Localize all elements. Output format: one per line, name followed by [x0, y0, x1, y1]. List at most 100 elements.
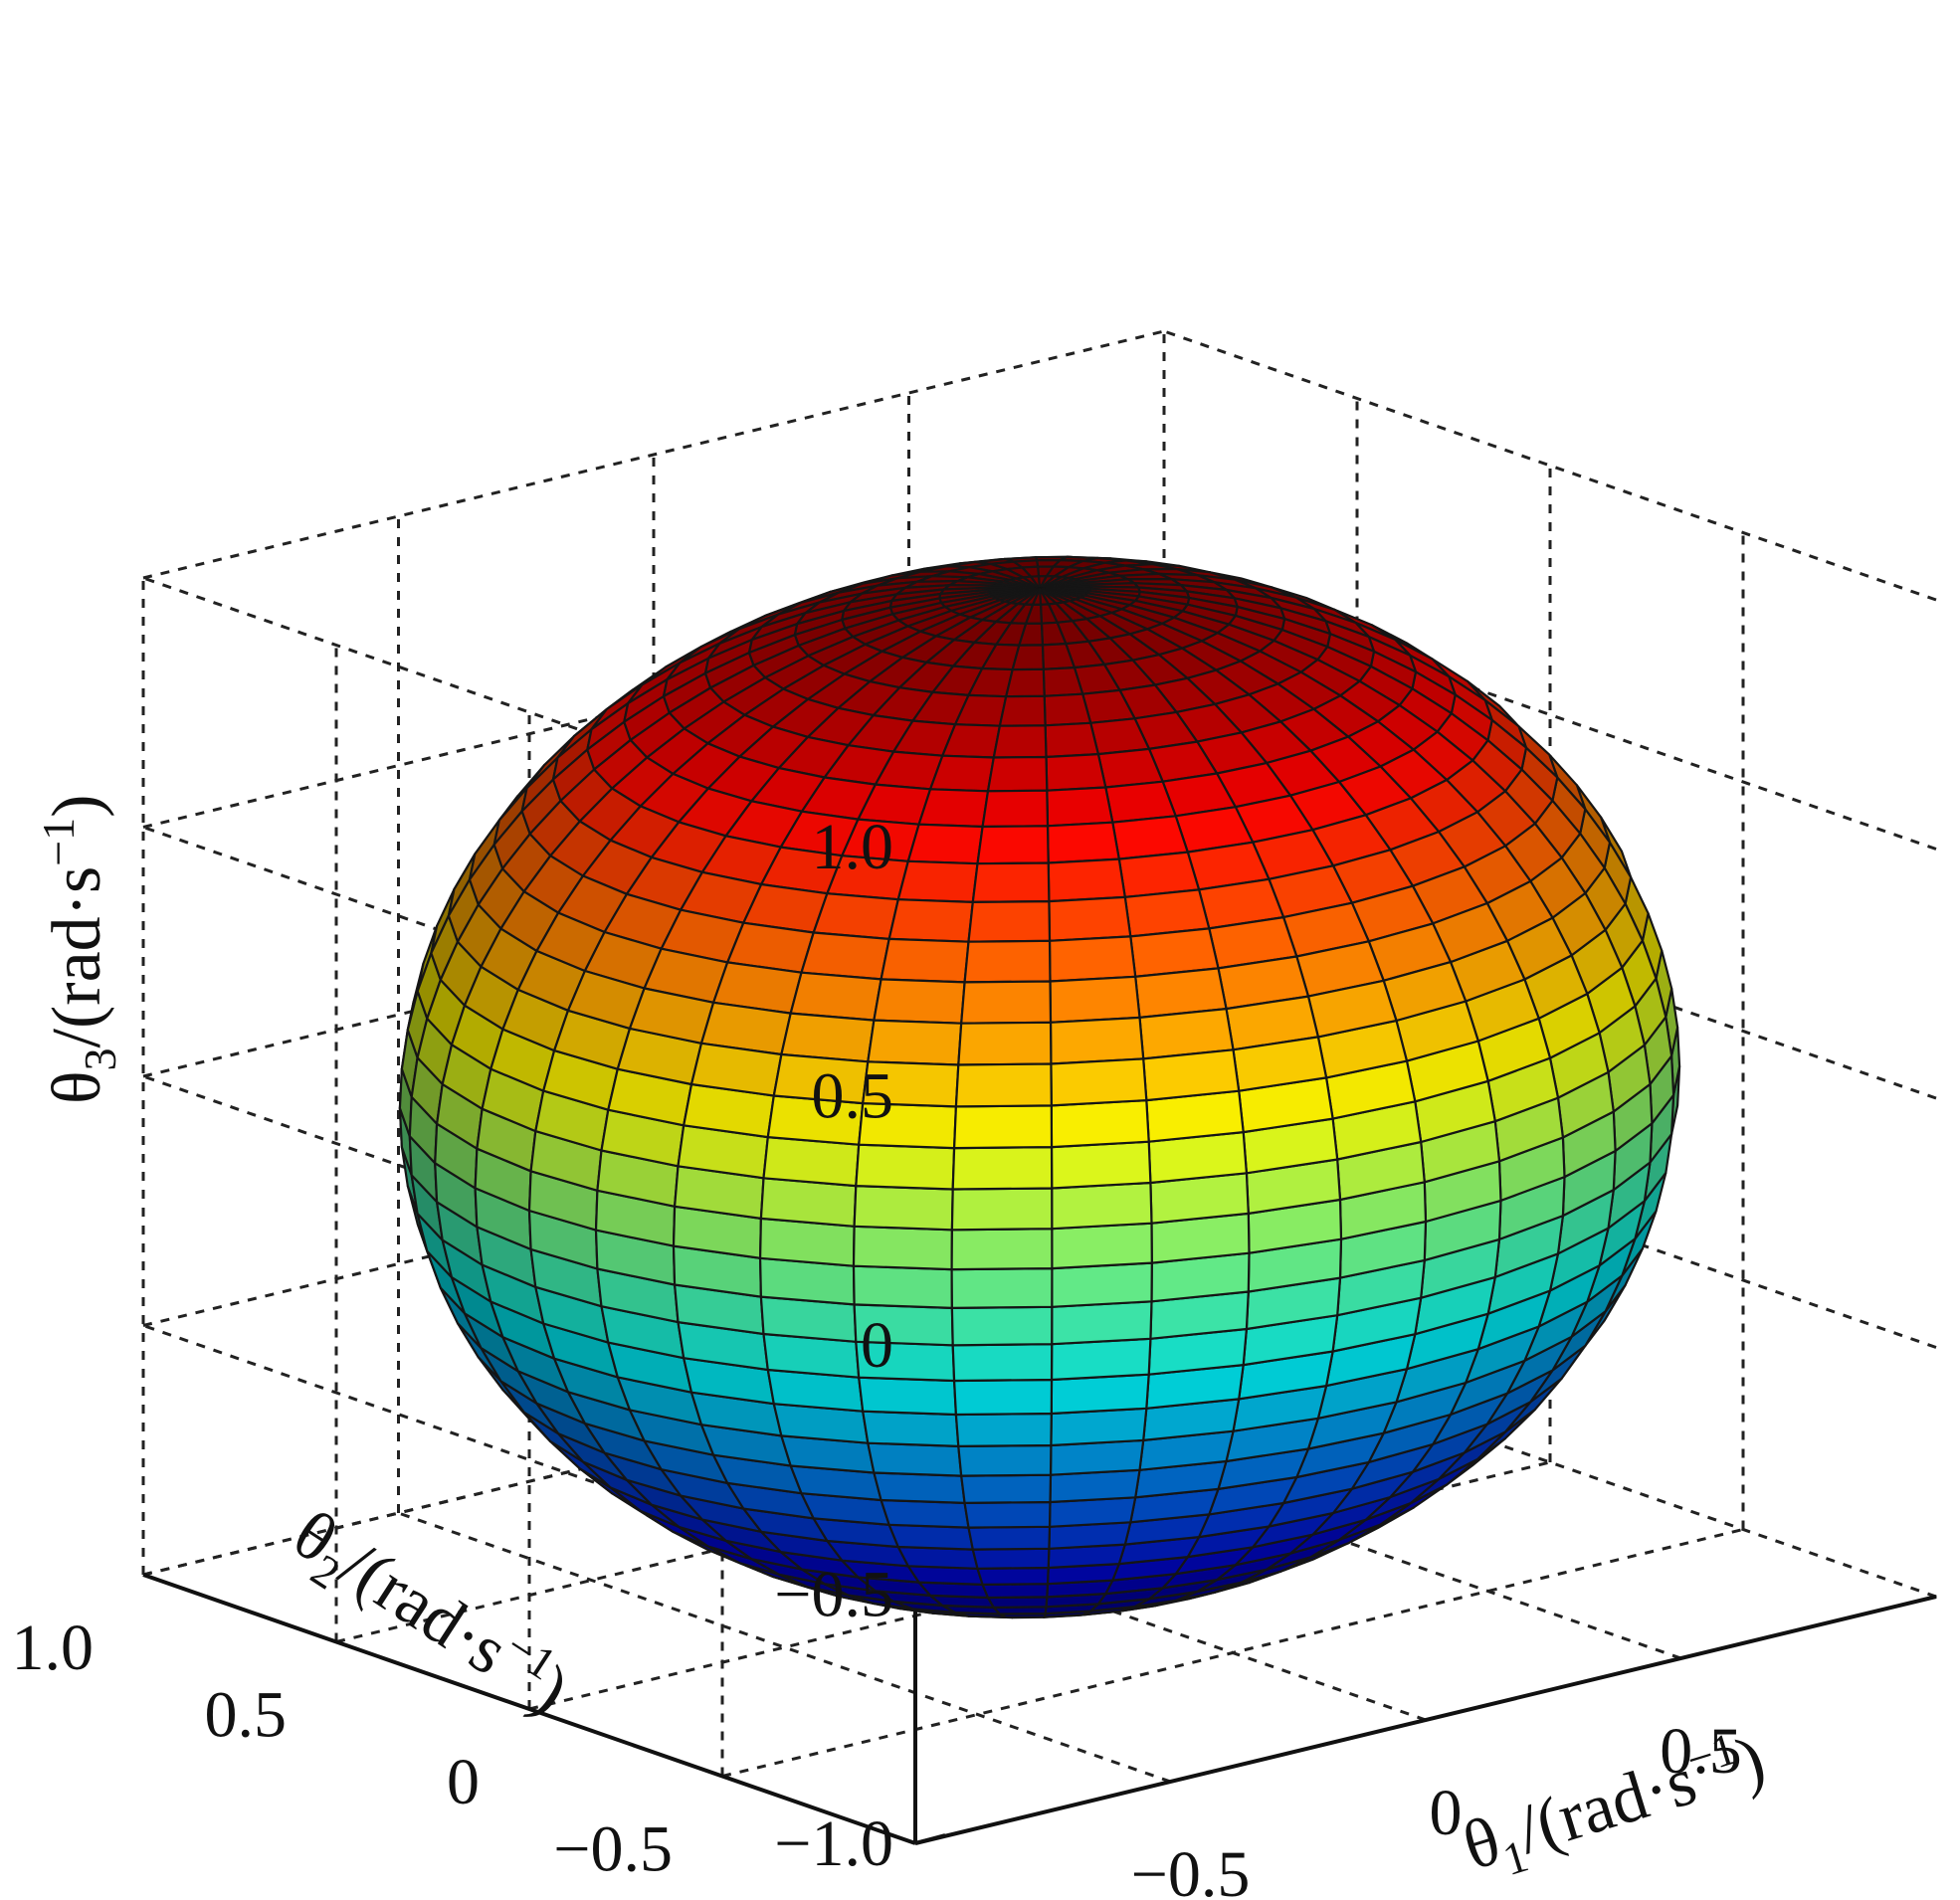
sphere-face: [951, 1145, 1054, 1191]
z-tick-mark: [914, 1833, 946, 1845]
x-axis-line: [914, 1595, 1937, 1845]
sphere-face: [1046, 821, 1120, 864]
right-wall-grid-line: [1163, 329, 1937, 602]
sphere-face: [873, 1471, 966, 1505]
sphere-face: [971, 861, 1051, 904]
left-wall-grid-line: [142, 576, 916, 849]
sphere-face: [852, 1225, 954, 1271]
z-tick-label: 0: [861, 1309, 893, 1382]
sphere-face: [1048, 895, 1132, 942]
sphere-face: [1043, 692, 1092, 727]
sphere-face: [1005, 667, 1046, 698]
sphere-face: [873, 978, 966, 1025]
x-tick-label: 0.5: [1660, 1715, 1742, 1788]
sphere-face: [780, 1012, 876, 1063]
sphere-face: [853, 1184, 954, 1232]
z-axis-label: θ3/(rad·s−1): [33, 795, 125, 1105]
z-axis-label-close: ): [39, 795, 115, 818]
sphere-face: [976, 1566, 1050, 1587]
sphere-face: [967, 899, 1052, 943]
sphere-face: [867, 1441, 963, 1477]
sphere-face: [1051, 1261, 1153, 1308]
z-axis-label-sub: 3: [75, 1047, 125, 1070]
sphere-face: [1051, 1300, 1153, 1346]
left-wall-grid-line: [142, 1324, 916, 1596]
y-tick-label: 0: [447, 1746, 480, 1818]
sphere-face: [1049, 975, 1141, 1024]
sphere-face: [1044, 721, 1100, 759]
sphere-face: [1050, 1407, 1148, 1447]
sphere-face: [887, 898, 974, 943]
sphere-face: [1051, 1222, 1153, 1270]
sphere-face: [957, 1021, 1053, 1066]
sphere-face: [1011, 644, 1045, 671]
sphere-face: [957, 1443, 1053, 1477]
tick-labels: −1.0 −0.5 0 0.5 1.0 −0.5 0 0.5 1.0 −0.5 0 0.5: [12, 811, 1742, 1900]
left-wall-grid-line: [142, 1074, 916, 1347]
sphere-face: [981, 789, 1050, 829]
sphere-face: [812, 892, 899, 941]
back-wall-grid-line: [142, 329, 1165, 580]
sphere-face: [906, 823, 984, 865]
sphere-face: [896, 859, 979, 904]
sphere-face: [992, 724, 1048, 759]
sphere-face: [952, 1378, 1054, 1417]
sphere-face: [963, 1500, 1052, 1529]
sphere-face: [954, 1062, 1053, 1108]
sphere-face: [1045, 752, 1107, 792]
sphere-face: [960, 980, 1053, 1025]
floor-grid-line: [721, 1528, 1744, 1778]
z-tick-label: −0.5: [774, 1559, 893, 1631]
sphere-face: [1142, 1048, 1241, 1102]
x-tick-label: −0.5: [1131, 1838, 1251, 1900]
sphere-face: [950, 1266, 1054, 1310]
sphere-face: [971, 1547, 1051, 1570]
sphere-face: [855, 1143, 956, 1191]
sphere-face: [880, 937, 970, 984]
sphere-face: [950, 1305, 1054, 1347]
sphere-face: [858, 1376, 958, 1417]
left-wall-grid-line: [142, 826, 916, 1097]
y-axis-label: θ2/(rad·s−1): [275, 1491, 585, 1738]
sphere-face: [1050, 1057, 1148, 1107]
sphere-face: [880, 1498, 970, 1529]
x-tick-label: 0: [1430, 1777, 1463, 1849]
sphere-face: [928, 754, 995, 793]
sphere-face: [1048, 935, 1137, 983]
sphere-face: [986, 755, 1049, 793]
sphere-face: [981, 1583, 1050, 1600]
sphere-face: [789, 971, 882, 1022]
x-axis-label-unit: /(rad·s: [1508, 1743, 1704, 1869]
z-axis-label-symbol: θ: [39, 1070, 115, 1104]
sphere-face: [1050, 1373, 1150, 1416]
sphere-face: [960, 1473, 1053, 1505]
sphere-face: [976, 825, 1050, 865]
sphere-face: [1050, 1337, 1152, 1382]
sphere-face: [862, 1410, 960, 1448]
sphere-face: [867, 1019, 963, 1066]
y-tick-label: 1.0: [12, 1612, 95, 1684]
z-axis-label-sup: −1: [33, 818, 84, 866]
z-tick-label: 1.0: [812, 811, 894, 883]
sphere-face: [1050, 1140, 1152, 1190]
sphere-face: [950, 1228, 1054, 1271]
sphere-face: [800, 931, 890, 981]
sphere-face: [1042, 665, 1084, 697]
sphere-face: [967, 1525, 1052, 1551]
sphere-face: [917, 788, 990, 829]
x-axis-label: θ1/(rad·s−1): [1453, 1716, 1776, 1895]
y-tick-label: 0.5: [205, 1679, 288, 1752]
y-tick-label: −0.5: [553, 1813, 673, 1886]
y-axis-label-unit: /(rad·s: [327, 1527, 521, 1690]
sphere-face: [951, 1343, 1054, 1383]
sphere-face: [963, 939, 1052, 984]
sphere-mesh: [398, 555, 1681, 1619]
sphere-face: [1050, 1098, 1150, 1149]
sphere-face: [1047, 857, 1126, 903]
z-tick-label: 0.5: [812, 1060, 894, 1133]
sphere-face: [998, 694, 1047, 727]
sphere-face: [950, 1187, 1054, 1232]
sphere-face: [852, 1264, 954, 1310]
z-axis-label-unit: /(rad·s: [39, 866, 115, 1048]
